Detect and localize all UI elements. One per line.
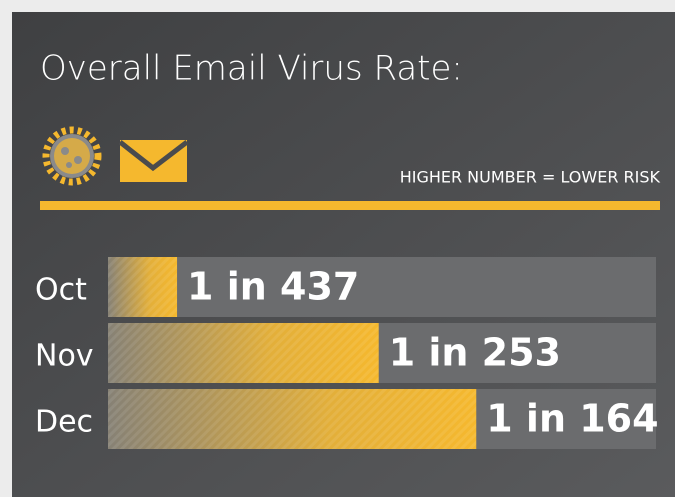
value-label: 1 in 437 (187, 265, 359, 309)
annotation: HIGHER NUMBER = LOWER RISK (400, 168, 661, 187)
category-label: Dec (35, 405, 93, 440)
virus-icon (42, 126, 102, 186)
category-label: Nov (35, 339, 94, 374)
bar-hatch (108, 389, 477, 449)
value-label: 1 in 164 (486, 397, 658, 441)
bar-hatch (108, 323, 379, 383)
value-label: 1 in 253 (389, 331, 561, 375)
chart-title: Overall Email Virus Rate: (40, 49, 463, 89)
bar-track (108, 257, 656, 317)
divider (40, 201, 660, 210)
bar-hatch (108, 257, 178, 317)
envelope-icon (118, 140, 189, 182)
category-label: Oct (35, 273, 87, 308)
